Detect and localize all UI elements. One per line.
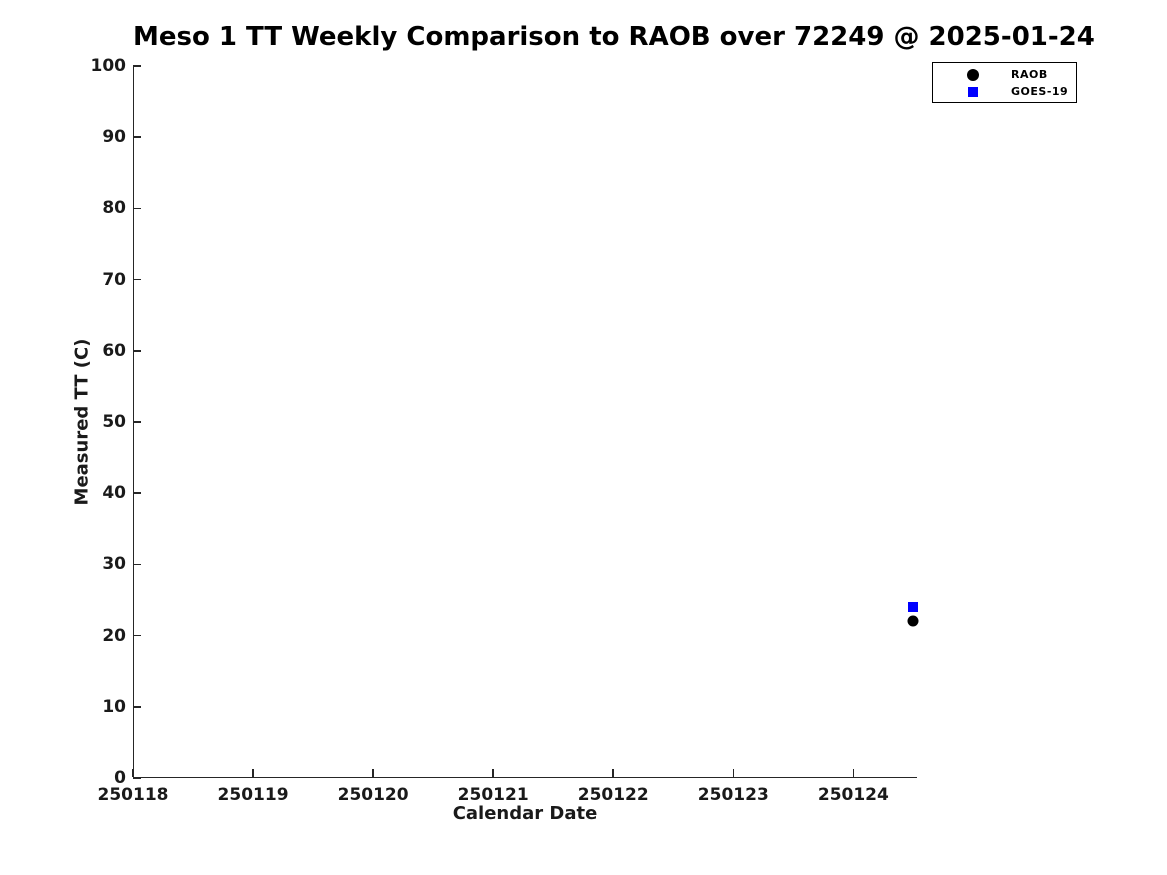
chart-title: Meso 1 TT Weekly Comparison to RAOB over… (133, 22, 1095, 52)
legend-marker-column (967, 68, 979, 81)
y-tick-label: 60 (102, 340, 126, 361)
y-tick-mark (133, 421, 141, 423)
x-tick-mark (732, 768, 735, 777)
y-tick-mark (133, 777, 141, 779)
plot-area (133, 66, 917, 778)
x-tick-label: 250120 (337, 785, 409, 805)
y-tick-mark (133, 278, 141, 281)
legend-label-goes19: GOES-19 (1011, 85, 1069, 98)
y-tick-label: 50 (102, 412, 126, 432)
y-tick-mark (133, 706, 141, 708)
y-tick-label: 80 (102, 198, 126, 219)
y-tick-label: 70 (102, 269, 126, 290)
y-tick-label: 10 (102, 696, 126, 717)
x-axis-label: Calendar Date (452, 803, 598, 824)
x-tick-mark (492, 768, 494, 777)
y-tick-mark (133, 207, 141, 210)
x-tick-mark (132, 768, 134, 777)
legend-item-raob: RAOB (933, 66, 1076, 83)
y-tick-mark (133, 492, 141, 494)
y-tick-label: 90 (102, 127, 126, 148)
x-tick-label: 250124 (817, 785, 889, 805)
y-tick-label: 20 (102, 625, 126, 646)
data-point-raob (907, 615, 919, 627)
y-tick-mark (133, 65, 141, 67)
x-tick-mark (612, 768, 614, 777)
legend-marker-column (967, 86, 979, 97)
raob-circle-marker-icon (967, 68, 979, 81)
y-tick-label: 30 (102, 554, 126, 575)
x-tick-label: 250123 (697, 785, 769, 805)
x-tick-mark (372, 768, 374, 777)
legend-item-goes19: GOES-19 (933, 83, 1076, 100)
x-tick-label: 250119 (217, 785, 289, 805)
y-tick-mark (133, 350, 141, 352)
x-tick-label: 250118 (97, 785, 169, 805)
y-tick-label: 0 (114, 768, 126, 788)
y-tick-mark (133, 563, 141, 566)
x-tick-label: 250122 (577, 785, 649, 805)
y-tick-mark (133, 136, 141, 138)
legend: RAOB GOES-19 (932, 62, 1077, 103)
goes19-square-marker-icon (968, 86, 978, 97)
y-tick-mark (133, 634, 141, 637)
y-tick-label: 100 (90, 56, 127, 76)
legend-label-raob: RAOB (1011, 68, 1048, 81)
x-tick-label: 250121 (457, 785, 529, 805)
x-tick-mark (852, 768, 855, 777)
y-tick-label: 40 (102, 483, 126, 504)
x-tick-mark (252, 768, 254, 777)
data-point-goes-19 (908, 602, 919, 613)
